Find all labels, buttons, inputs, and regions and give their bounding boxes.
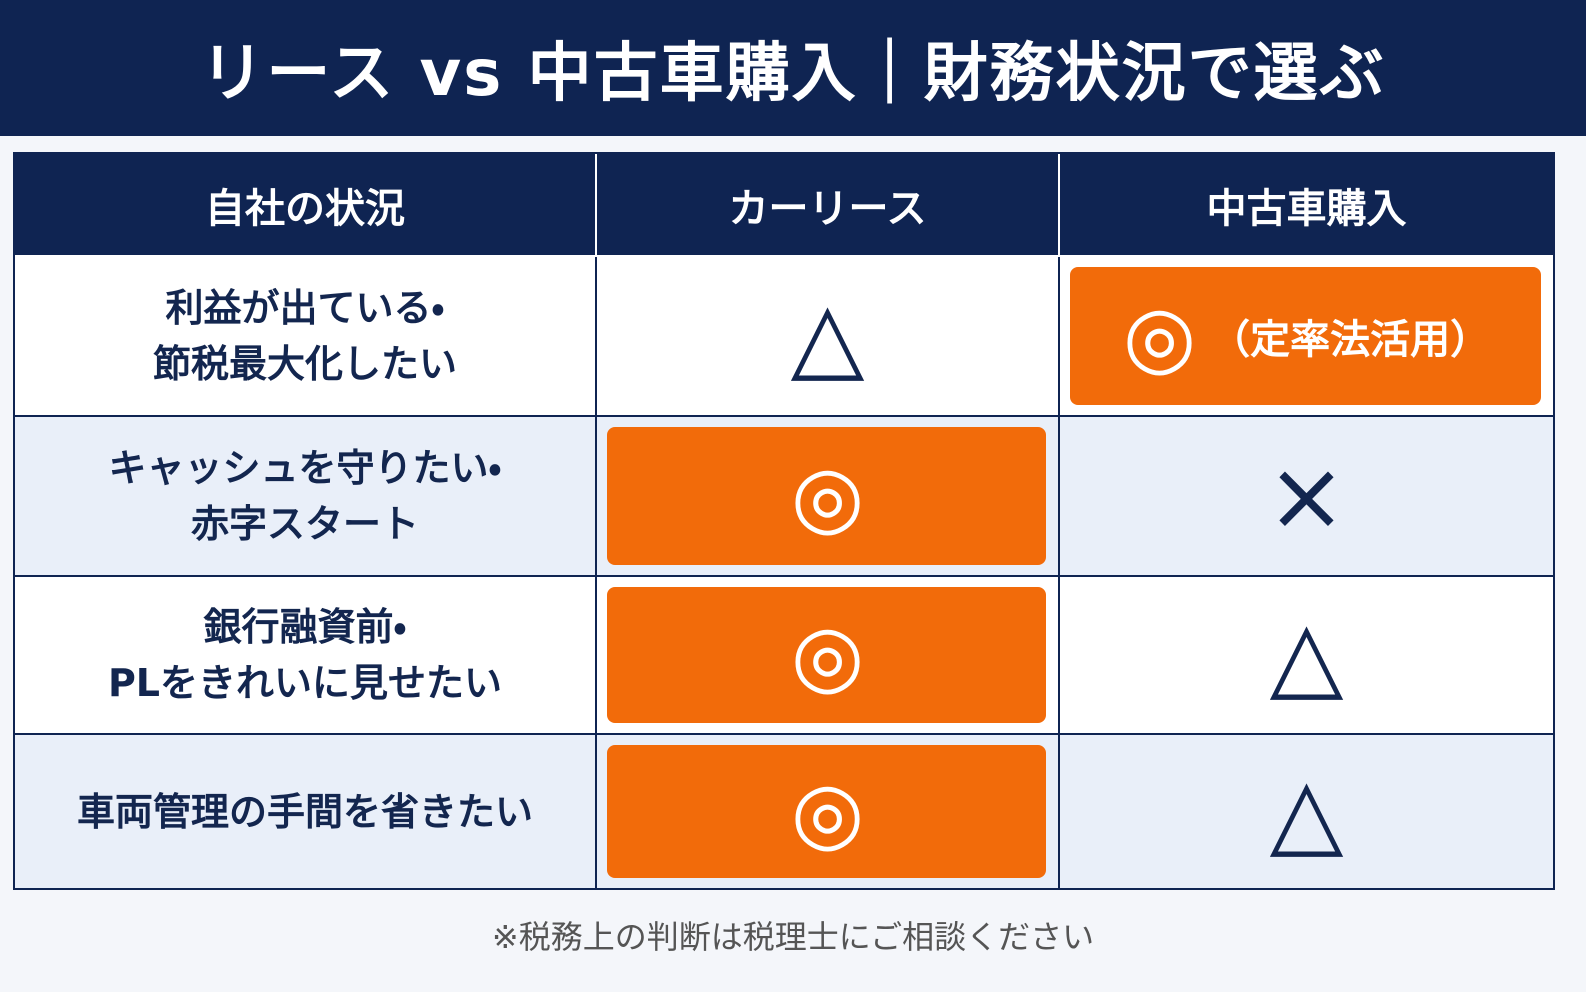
highlight [1070,267,1541,405]
rating-note: （定率法活用） [1210,317,1491,363]
rating: △ [1270,764,1344,860]
rating-symbol: ◎ [1122,287,1197,385]
rating-cell: △ [597,257,1060,417]
rating: △ [791,288,865,384]
column-header: カーリース [597,154,1060,257]
title-bar: リース vs 中古車購入｜財務状況で選ぶ [0,0,1586,136]
rating-cell: △ [1060,577,1553,735]
rating-cell: ◎ [597,417,1060,577]
situation-line: キャッシュを守りたい・ [108,446,502,490]
situation-cell: 利益が出ている・ 節税最大化したい [15,257,597,417]
column-header: 中古車購入 [1060,154,1553,257]
rating-cell: × [1060,417,1553,577]
rating-cell: ◎ [597,735,1060,888]
highlight [607,427,1046,565]
rating-symbol: ◎ [790,447,865,545]
rating: ◎ [791,770,864,854]
rating: ◎ [791,454,864,538]
situation-cell: キャッシュを守りたい・ 赤字スタート [15,417,597,577]
situation-cell: 銀行融資前・ PLをきれいに見せたい [15,577,597,735]
rating-cell: △ [1060,735,1553,888]
situation-line: 節税最大化したい [152,342,457,386]
footnote: ※税務上の判断は税理士にご相談ください [491,918,1095,956]
rating-symbol: △ [1269,755,1344,868]
rating: ◎ （定率法活用） [1123,294,1490,378]
rating-cell: ◎ [597,577,1060,735]
comparison-table: 自社の状況 カーリース 中古車購入利益が出ている・ 節税最大化したい △ ◎ （定率法活用）… [13,152,1555,890]
rating-symbol: ◎ [790,606,865,704]
situation-line: PLをきれいに見せたい [107,661,503,705]
rating-symbol: × [1266,440,1347,552]
rating: × [1266,448,1346,544]
column-header: 自社の状況 [15,154,597,257]
rating: ◎ [791,613,864,697]
situation-line: 赤字スタート [190,502,419,546]
situation-line: 利益が出ている・ [165,286,445,330]
situation-cell: 車両管理の手間を省きたい [15,735,597,888]
rating: △ [1270,607,1344,703]
highlight [607,745,1046,878]
rating-symbol: ◎ [790,762,865,861]
title: リース vs 中古車購入｜財務状況で選ぶ [200,37,1386,111]
rating-symbol: △ [1269,599,1344,711]
rating-cell: ◎ （定率法活用） [1060,257,1553,417]
highlight [607,587,1046,723]
rating-symbol: △ [790,280,865,392]
situation-line: 車両管理の手間を省きたい [76,789,533,834]
situation-line: 銀行融資前・ [203,605,407,649]
